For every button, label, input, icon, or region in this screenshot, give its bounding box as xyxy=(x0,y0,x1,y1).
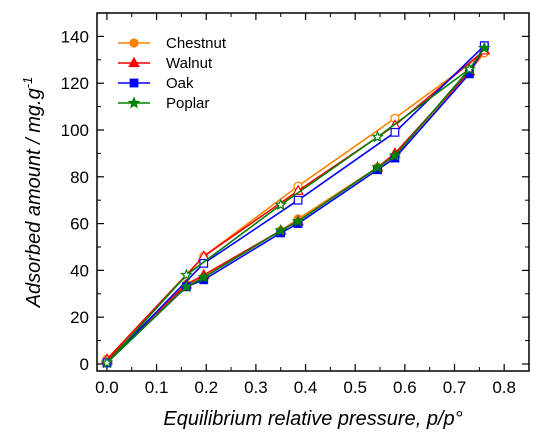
y-tick-label: 0 xyxy=(80,355,89,374)
legend-item-walnut: Walnut xyxy=(118,55,213,72)
x-tick-label: 0.4 xyxy=(294,378,318,397)
poplar-desorption-point xyxy=(180,268,193,281)
legend-label-oak: Oak xyxy=(166,75,194,92)
poplar-adsorption-point xyxy=(197,270,211,283)
y-axis-title: Adsorbed amount / mg.g-1 xyxy=(20,77,45,309)
legend-marker-oak xyxy=(129,78,139,88)
y-tick-label: 100 xyxy=(61,121,89,140)
axis-ticks xyxy=(97,12,529,371)
x-tick-labels: 0.0 0.1 0.2 0.3 0.4 0.5 0.6 0.7 0.8 xyxy=(95,378,516,397)
y-axis-title-main: Adsorbed amount / mg.g xyxy=(23,88,45,308)
poplar-adsorption-point xyxy=(180,280,193,293)
legend-marker-poplar xyxy=(127,96,141,109)
x-axis-title: Equilibrium relative pressure, p/p° xyxy=(163,408,462,430)
y-axis-title-superscript: -1 xyxy=(20,77,35,89)
x-tick-label: 0.1 xyxy=(145,378,169,397)
x-tick-label: 0.7 xyxy=(443,378,467,397)
y-tick-label: 80 xyxy=(70,168,89,187)
x-tick-label: 0.8 xyxy=(492,378,516,397)
poplar-desorption-point xyxy=(463,62,476,75)
walnut-series xyxy=(101,44,491,365)
legend-item-oak: Oak xyxy=(118,75,194,92)
legend-item-poplar: Poplar xyxy=(118,95,209,112)
y-tick-label: 40 xyxy=(70,261,89,280)
y-tick-label: 120 xyxy=(61,74,89,93)
poplar-adsorption-point xyxy=(371,160,384,173)
poplar-adsorption-line xyxy=(106,47,485,364)
y-tick-label: 20 xyxy=(70,308,89,327)
poplar-series xyxy=(100,41,491,369)
poplar-adsorption-point xyxy=(478,41,491,54)
x-tick-label: 0.6 xyxy=(393,378,417,397)
legend: Chestnut Walnut Oak Poplar xyxy=(118,35,227,112)
x-tick-label: 0.3 xyxy=(244,378,268,397)
oak-desorption-point xyxy=(293,195,303,205)
y-tick-label: 140 xyxy=(61,27,89,46)
plot-area-frame xyxy=(96,12,530,372)
series-layer xyxy=(100,41,491,369)
legend-label-walnut: Walnut xyxy=(166,55,213,72)
legend-label-poplar: Poplar xyxy=(166,95,209,112)
poplar-adsorption-point xyxy=(291,214,305,227)
legend-marker-chestnut xyxy=(129,38,139,48)
x-tick-label: 0.5 xyxy=(343,378,367,397)
poplar-desorption-point xyxy=(100,356,114,369)
x-tick-label: 0.2 xyxy=(194,378,218,397)
oak-desorption-point xyxy=(199,258,209,268)
legend-marker-walnut xyxy=(128,56,140,68)
oak-series xyxy=(102,41,489,368)
poplar-desorption-point xyxy=(371,130,384,143)
poplar-desorption-point xyxy=(274,198,288,211)
y-tick-label: 60 xyxy=(70,215,89,234)
y-tick-labels: 0 20 40 60 80 100 120 140 xyxy=(61,27,89,374)
walnut-desorption-line xyxy=(106,49,485,360)
x-tick-label: 0.0 xyxy=(95,378,119,397)
legend-item-chestnut: Chestnut xyxy=(118,35,227,52)
oak-desorption-point xyxy=(390,127,400,137)
poplar-adsorption-point xyxy=(388,149,402,162)
legend-label-chestnut: Chestnut xyxy=(166,35,227,52)
poplar-adsorption-point xyxy=(274,224,288,236)
